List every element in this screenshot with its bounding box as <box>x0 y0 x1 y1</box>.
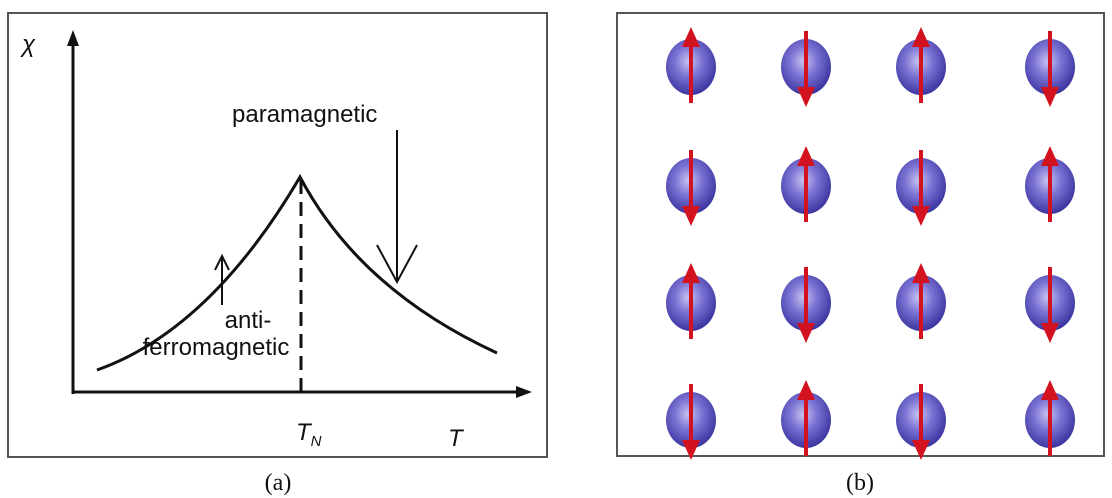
panel-a-frame <box>8 13 547 457</box>
figure: χ T TN paramagnetic anti- ferromagnetic … <box>0 0 1112 498</box>
y-axis-label: χ <box>20 31 36 58</box>
caption: (a) <box>265 470 292 496</box>
paramagnetic-label: paramagnetic <box>232 101 377 128</box>
x-axis-label: T <box>448 425 465 452</box>
antiferro-label: anti- <box>225 307 272 334</box>
caption: (b) <box>846 470 874 496</box>
antiferro-label: ferromagnetic <box>143 334 290 361</box>
